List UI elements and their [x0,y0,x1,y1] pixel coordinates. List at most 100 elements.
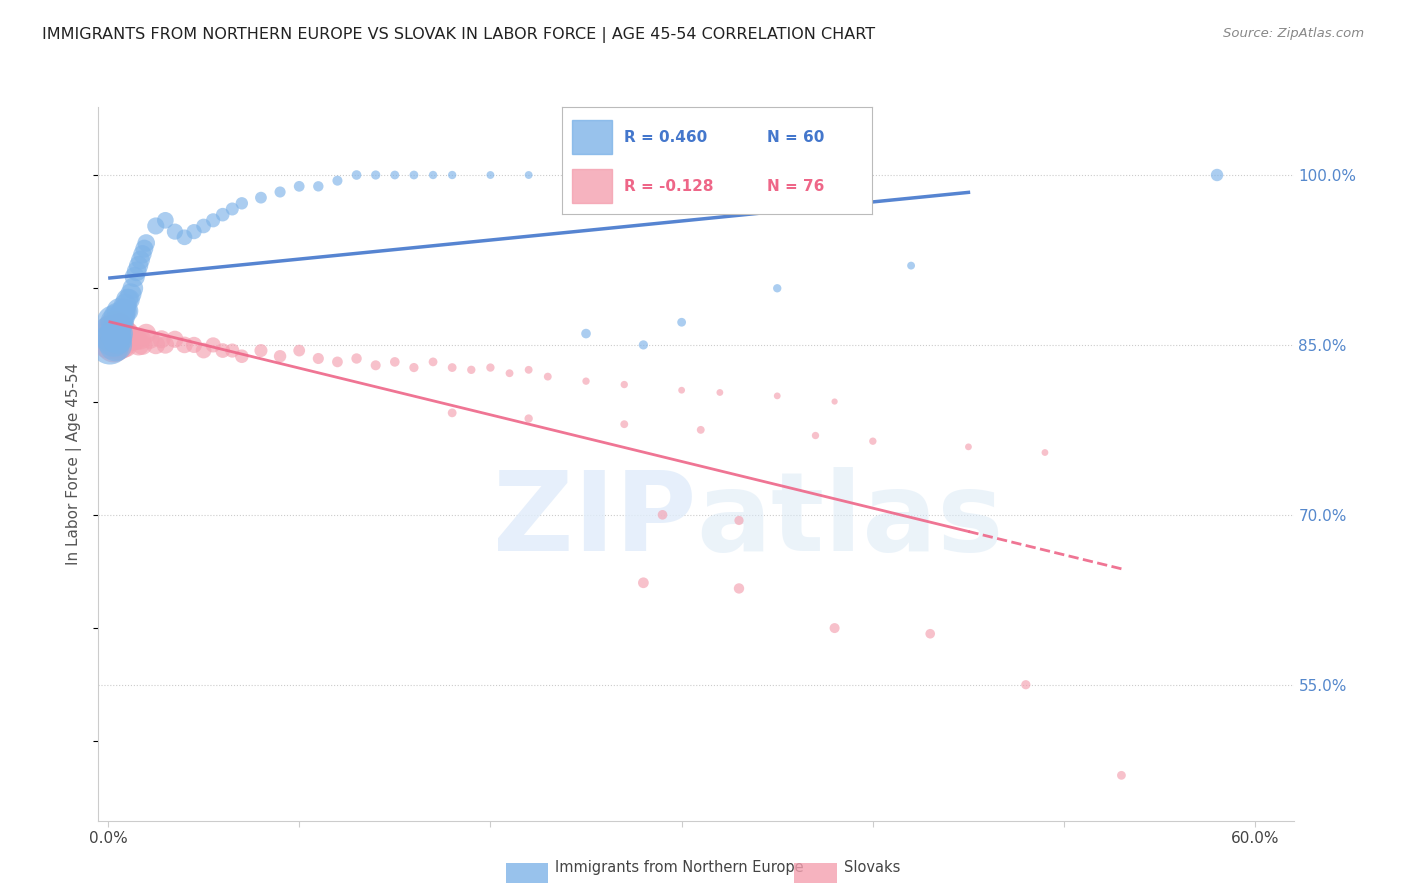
Point [107,326,129,341]
Point [183,225,205,239]
Point [104,321,127,335]
Point [613,377,636,392]
Point [307,351,329,366]
Point [112,332,135,346]
Point [103,315,125,329]
Point [633,338,655,352]
Point [211,208,233,222]
Point [131,247,153,261]
Point [575,326,598,341]
Point [422,355,444,369]
Point [709,385,731,400]
Point [104,315,127,329]
Point [211,343,233,358]
Text: Immigrants from Northern Europe: Immigrants from Northern Europe [555,860,804,874]
Point [101,326,124,341]
Point [98,338,121,352]
Point [479,168,502,182]
Point [104,332,127,346]
Point [114,298,136,312]
Point [202,213,225,227]
Point [193,343,215,358]
Point [824,621,846,635]
Text: R = -0.128: R = -0.128 [624,178,714,194]
Point [128,259,150,273]
Point [118,293,141,307]
Point [824,394,846,409]
Bar [572,120,612,154]
Point [114,304,136,318]
Point [326,355,349,369]
Point [124,332,146,346]
Point [173,230,195,244]
Point [346,351,368,366]
Point [862,434,884,449]
Text: IMMIGRANTS FROM NORTHERN EUROPE VS SLOVAK IN LABOR FORCE | AGE 45-54 CORRELATION: IMMIGRANTS FROM NORTHERN EUROPE VS SLOVA… [42,27,876,43]
Point [110,310,132,324]
Point [139,332,162,346]
Point [537,369,560,384]
Point [134,242,156,256]
Text: R = 0.460: R = 0.460 [624,129,707,145]
Point [114,326,136,341]
Point [920,626,942,640]
Point [517,411,540,425]
Point [384,168,406,182]
Point [121,281,143,295]
Point [114,338,136,352]
Point [115,293,138,307]
Point [129,332,152,346]
Point [173,338,195,352]
Point [103,338,125,352]
Point [125,264,148,278]
Point [364,359,387,373]
Point [115,326,138,341]
Point [250,343,273,358]
Point [1015,678,1038,692]
Point [193,219,215,233]
Point [108,304,131,318]
Point [145,219,167,233]
Point [250,191,273,205]
Point [307,179,329,194]
Point [441,168,464,182]
Point [107,332,129,346]
Point [766,281,789,295]
Point [575,374,598,388]
Point [269,349,291,363]
Point [124,269,146,284]
Point [422,168,444,182]
Point [112,310,135,324]
Point [120,287,142,301]
Point [183,338,205,352]
Point [221,202,243,216]
Text: Source: ZipAtlas.com: Source: ZipAtlas.com [1223,27,1364,40]
Point [231,196,253,211]
Point [231,349,253,363]
Y-axis label: In Labor Force | Age 45-54: In Labor Force | Age 45-54 [66,363,83,565]
Point [98,332,121,346]
Point [163,225,186,239]
Point [108,326,131,341]
Point [128,338,150,352]
Point [288,343,311,358]
Point [120,332,142,346]
Point [1206,168,1229,182]
Point [804,428,827,442]
Point [115,304,138,318]
Point [108,321,131,335]
Point [110,326,132,341]
Point [460,363,482,377]
Point [957,440,980,454]
Point [766,389,789,403]
Point [118,332,141,346]
Point [1111,768,1133,782]
Point [441,406,464,420]
Point [517,363,540,377]
Point [135,235,157,250]
Point [364,168,387,182]
Point [269,185,291,199]
Point [689,423,711,437]
Point [108,332,131,346]
Point [346,168,368,182]
